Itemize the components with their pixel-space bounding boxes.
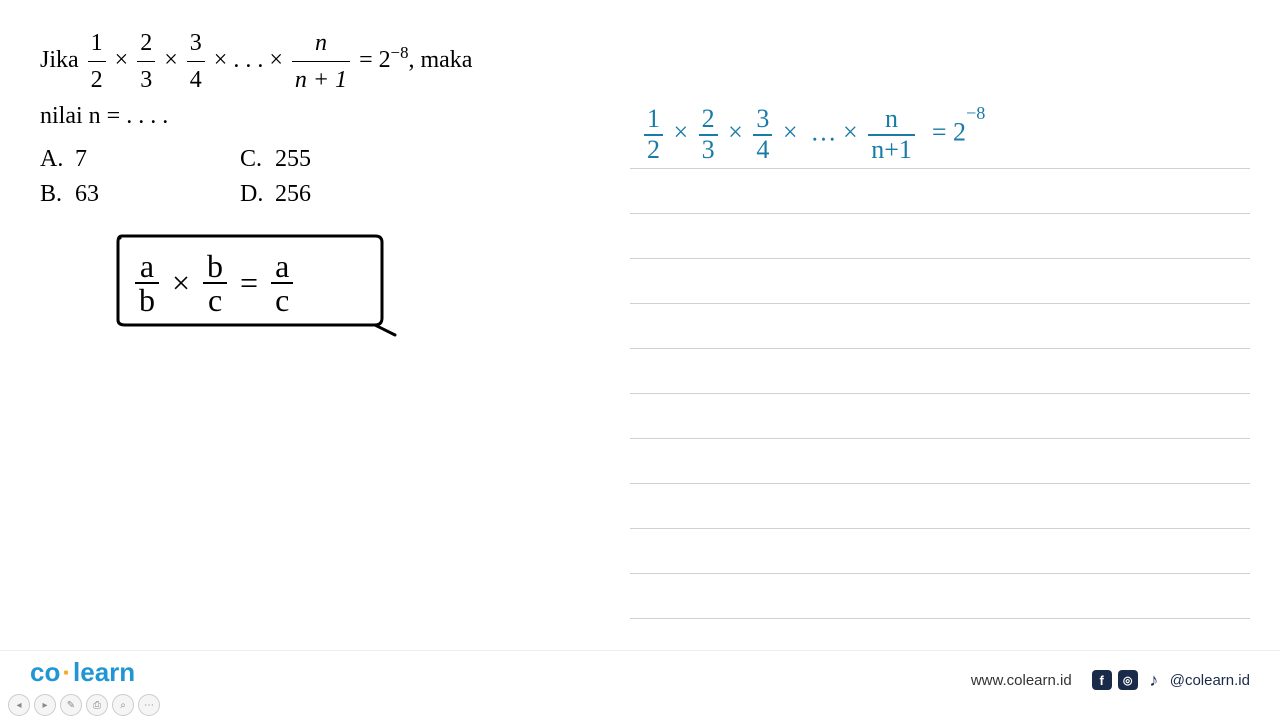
- more-button[interactable]: ⋯: [138, 694, 160, 716]
- work-frac-2: 2 3: [699, 105, 718, 164]
- brand-logo: co·learn: [30, 657, 135, 688]
- search-button[interactable]: ⌕: [112, 694, 134, 716]
- notebook-rule-line: [630, 168, 1250, 169]
- work-frac-3: 3 4: [753, 105, 772, 164]
- notebook-area: 1 2 × 2 3 × 3 4 × … × n n+1 = 2−8: [630, 100, 1250, 620]
- frac-n: n n + 1: [292, 25, 350, 98]
- notebook-rule-line: [630, 258, 1250, 259]
- prev-button[interactable]: ◂: [8, 694, 30, 716]
- facebook-icon[interactable]: f: [1092, 670, 1112, 690]
- work-frac-1: 1 2: [644, 105, 663, 164]
- social-handle: @colearn.id: [1170, 672, 1250, 689]
- footer-right: www.colearn.id f ◎ ♪ @colearn.id: [971, 670, 1250, 690]
- hint-box: a b × b c = a c: [110, 230, 390, 330]
- option-a: A.7: [40, 146, 240, 173]
- notebook-rule-line: [630, 483, 1250, 484]
- print-button[interactable]: ⎙: [86, 694, 108, 716]
- player-controls: ◂ ▸ ✎ ⎙ ⌕ ⋯: [8, 694, 160, 716]
- hint-frac-3: a c: [271, 250, 293, 316]
- social-block: f ◎ ♪ @colearn.id: [1092, 670, 1250, 690]
- tiktok-icon[interactable]: ♪: [1144, 670, 1164, 690]
- hint-frac-2: b c: [203, 250, 227, 316]
- logo-dot-icon: ·: [62, 657, 71, 687]
- question-line2: nilai n = . . . .: [40, 98, 600, 134]
- options-grid: A.7 C.255 B.63 D.256: [40, 146, 600, 208]
- student-work: 1 2 × 2 3 × 3 4 × … × n n+1 = 2−8: [640, 105, 985, 164]
- notebook-rule-line: [630, 573, 1250, 574]
- instagram-icon[interactable]: ◎: [1118, 670, 1138, 690]
- option-c: C.255: [240, 146, 440, 173]
- frac-3: 3 4: [187, 25, 205, 98]
- notebook-rule-line: [630, 348, 1250, 349]
- next-button[interactable]: ▸: [34, 694, 56, 716]
- notebook-rule-line: [630, 213, 1250, 214]
- footer: co·learn ◂ ▸ ✎ ⎙ ⌕ ⋯ www.colearn.id f ◎ …: [0, 650, 1280, 720]
- option-b: B.63: [40, 181, 240, 208]
- hint-frac-1: a b: [135, 250, 159, 316]
- frac-1: 1 2: [88, 25, 106, 98]
- work-frac-n: n n+1: [868, 105, 915, 164]
- edit-button[interactable]: ✎: [60, 694, 82, 716]
- notebook-rule-line: [630, 303, 1250, 304]
- question-line1: Jika 1 2 × 2 3 × 3 4 × . . . × n n + 1 =…: [40, 25, 600, 98]
- notebook-rule-line: [630, 393, 1250, 394]
- question-block: Jika 1 2 × 2 3 × 3 4 × . . . × n n + 1 =…: [40, 25, 600, 208]
- q-prefix: Jika: [40, 47, 79, 73]
- hint-formula: a b × b c = a c: [130, 250, 298, 316]
- notebook-rule-line: [630, 528, 1250, 529]
- frac-2: 2 3: [137, 25, 155, 98]
- notebook-rule-line: [630, 618, 1250, 619]
- option-d: D.256: [240, 181, 440, 208]
- website-link[interactable]: www.colearn.id: [971, 672, 1072, 689]
- notebook-rule-line: [630, 438, 1250, 439]
